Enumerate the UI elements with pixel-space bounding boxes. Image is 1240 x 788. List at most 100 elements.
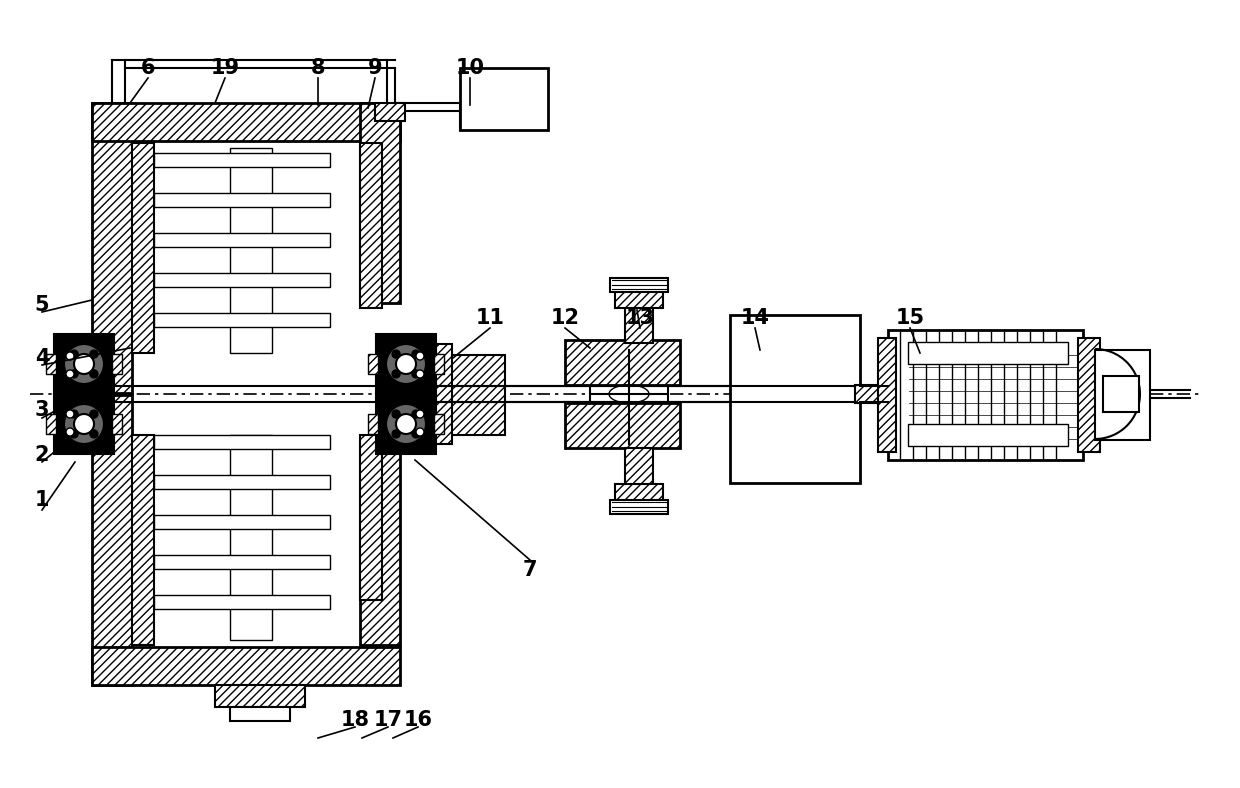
Circle shape (386, 344, 427, 384)
Bar (460, 68, 548, 130)
Circle shape (89, 350, 98, 358)
Text: 7: 7 (523, 560, 537, 580)
Bar (229, 435, 272, 640)
Bar (92, 103, 401, 141)
Bar (112, 354, 122, 374)
Bar (154, 313, 330, 327)
Bar (434, 414, 444, 434)
Circle shape (392, 430, 401, 438)
Text: 16: 16 (403, 710, 433, 730)
Circle shape (89, 430, 98, 438)
Bar (92, 647, 401, 685)
Bar (360, 445, 401, 645)
Text: 3: 3 (35, 400, 50, 420)
Bar (615, 290, 663, 308)
Bar (615, 484, 663, 502)
Bar (154, 435, 330, 449)
Text: 5: 5 (35, 295, 50, 315)
Circle shape (66, 410, 74, 418)
Bar (376, 394, 436, 454)
Bar (625, 305, 653, 343)
Bar (360, 143, 382, 308)
Bar (376, 334, 436, 394)
Bar (55, 344, 93, 444)
Bar (131, 143, 154, 353)
Text: 10: 10 (455, 58, 485, 78)
Bar (1104, 376, 1140, 412)
Bar (878, 338, 897, 452)
Bar (55, 334, 114, 394)
Bar (154, 273, 330, 287)
Circle shape (415, 352, 424, 360)
Circle shape (64, 344, 104, 384)
Circle shape (386, 404, 427, 444)
Bar (610, 278, 668, 292)
Text: 17: 17 (373, 710, 403, 730)
Bar (229, 707, 290, 721)
Ellipse shape (609, 385, 649, 403)
Circle shape (415, 428, 424, 436)
Text: 19: 19 (211, 58, 239, 78)
Bar (565, 340, 680, 385)
Bar (46, 414, 56, 434)
Circle shape (392, 410, 401, 418)
Circle shape (392, 350, 401, 358)
Text: 14: 14 (740, 308, 770, 328)
Circle shape (74, 414, 94, 434)
Circle shape (412, 370, 420, 378)
Bar (435, 355, 505, 435)
Bar (368, 414, 378, 434)
Bar (215, 685, 305, 707)
Circle shape (412, 430, 420, 438)
Bar (360, 435, 382, 600)
Bar (154, 475, 330, 489)
Text: 6: 6 (141, 58, 155, 78)
Text: 15: 15 (895, 308, 925, 328)
Text: 4: 4 (35, 348, 50, 368)
Bar (154, 153, 330, 167)
Circle shape (66, 428, 74, 436)
Bar (360, 103, 401, 303)
Bar (154, 595, 330, 609)
Bar (154, 233, 330, 247)
Circle shape (415, 410, 424, 418)
Circle shape (71, 430, 78, 438)
Circle shape (412, 350, 420, 358)
Bar (590, 348, 668, 438)
Circle shape (392, 370, 401, 378)
Bar (55, 394, 114, 454)
Bar (131, 435, 154, 645)
Bar (1078, 338, 1100, 452)
Text: 12: 12 (551, 308, 579, 328)
Circle shape (64, 404, 104, 444)
Bar (112, 414, 122, 434)
Circle shape (89, 370, 98, 378)
Circle shape (415, 370, 424, 378)
Bar (565, 403, 680, 448)
Circle shape (71, 370, 78, 378)
Bar (610, 500, 668, 514)
Bar (625, 448, 653, 486)
Bar (908, 424, 1068, 446)
Circle shape (66, 352, 74, 360)
Bar (92, 395, 131, 685)
Bar (434, 354, 444, 374)
Circle shape (71, 350, 78, 358)
Bar (46, 354, 56, 374)
Text: 18: 18 (341, 710, 370, 730)
Bar (154, 515, 330, 529)
Text: 11: 11 (475, 308, 505, 328)
Circle shape (89, 410, 98, 418)
Text: 8: 8 (311, 58, 325, 78)
Circle shape (412, 410, 420, 418)
Bar (1095, 350, 1149, 440)
Bar (888, 330, 1083, 460)
Bar (368, 354, 378, 374)
Bar (92, 103, 131, 393)
Text: 2: 2 (35, 445, 50, 465)
Bar (154, 193, 330, 207)
Bar (908, 342, 1068, 364)
Bar (856, 385, 895, 403)
Circle shape (74, 354, 94, 374)
Bar (414, 344, 453, 444)
